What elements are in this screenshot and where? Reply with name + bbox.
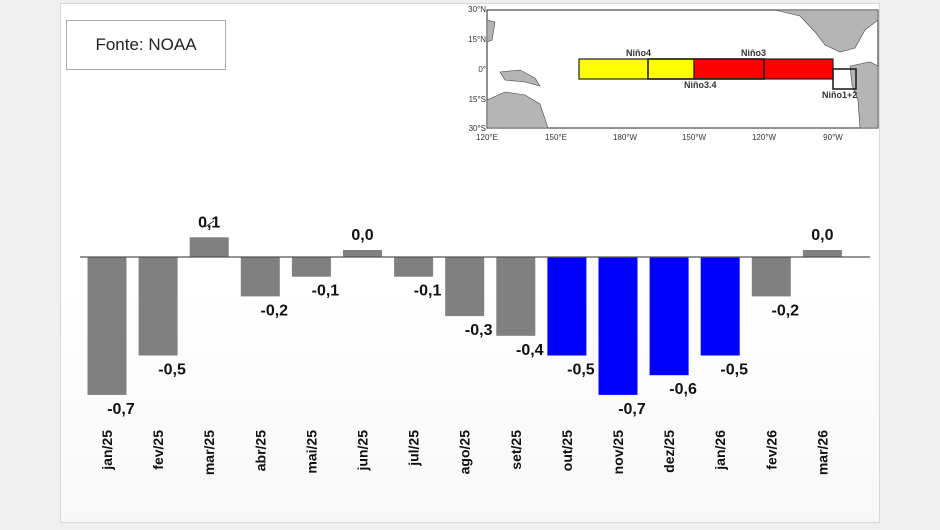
bar: [802, 250, 842, 257]
svg-text:90°W: 90°W: [823, 133, 843, 142]
bar: [547, 257, 587, 356]
nino-boxes: [578, 58, 857, 90]
bar: [700, 257, 740, 356]
value-label: -0,4: [516, 342, 544, 359]
nino34-box: [647, 58, 765, 80]
region-label: Niño3: [741, 48, 766, 58]
nino12-box: [832, 68, 857, 90]
category-label: dez/25: [661, 430, 677, 473]
svg-text:30°N: 30°N: [468, 5, 486, 14]
svg-text:120°W: 120°W: [752, 133, 777, 142]
bar: [291, 257, 331, 277]
category-label: mar/26: [814, 430, 830, 475]
bar: [649, 257, 689, 376]
region-label: Niño3.4: [684, 80, 717, 90]
category-label: fev/26: [763, 430, 779, 470]
bar: [751, 257, 791, 297]
lon-labels: 120°E 150°E 180°W 150°W 120°W 90°W: [476, 133, 843, 142]
value-label: 0,1: [198, 214, 220, 231]
svg-text:150°E: 150°E: [545, 133, 567, 142]
bar: [189, 237, 229, 257]
value-label: -0,5: [158, 362, 186, 379]
region-label: Niño4: [626, 48, 651, 58]
bar: [445, 257, 485, 317]
value-label: 0,0: [351, 227, 373, 244]
bar: [138, 257, 178, 356]
svg-text:15°N: 15°N: [468, 35, 486, 44]
svg-text:120°E: 120°E: [476, 133, 498, 142]
bar: [87, 257, 127, 395]
svg-text:15°S: 15°S: [469, 95, 486, 104]
value-label: -0,1: [414, 283, 442, 300]
category-label: jun/25: [355, 430, 371, 472]
value-label: -0,1: [312, 283, 340, 300]
value-label: -0,5: [720, 362, 748, 379]
value-label: -0,3: [465, 322, 493, 339]
land-masses: [486, 9, 879, 129]
label-leader-line: [204, 220, 215, 228]
category-label: mar/25: [201, 430, 217, 475]
bar: [343, 250, 382, 257]
lat-labels: 30°N 15°N 0° 15°S 30°S: [468, 5, 486, 133]
category-label: jan/25: [99, 430, 115, 471]
bar: [598, 257, 638, 395]
value-label: -0,2: [772, 302, 800, 319]
category-label: nov/25: [610, 430, 626, 475]
value-label: -0,5: [567, 362, 595, 379]
bar: [394, 257, 434, 277]
value-label: -0,7: [618, 401, 646, 418]
category-label: fev/25: [150, 430, 166, 470]
category-label: set/25: [508, 430, 524, 470]
category-label: jan/26: [712, 430, 728, 471]
source-label: Fonte: NOAA: [66, 20, 226, 70]
region-label: Niño1+2: [822, 90, 857, 100]
value-label: -0,7: [107, 401, 135, 418]
svg-text:150°W: 150°W: [682, 133, 707, 142]
value-label: -0,6: [669, 381, 697, 398]
svg-text:0°: 0°: [478, 65, 486, 74]
category-label: mai/25: [303, 430, 319, 474]
value-label: -0,2: [261, 302, 289, 319]
category-label: out/25: [559, 430, 575, 471]
region-labels: Niño4 Niño3.4 Niño3 Niño1+2: [626, 48, 857, 100]
svg-text:180°W: 180°W: [613, 133, 638, 142]
category-label: abr/25: [252, 430, 268, 471]
nino-regions-map: Niño4 Niño3.4 Niño3 Niño1+2 30°N 15°N 0°…: [468, 5, 879, 142]
bar: [496, 257, 536, 336]
category-label: jul/25: [406, 430, 422, 467]
category-label: ago/25: [457, 430, 473, 475]
value-label: 0,0: [811, 227, 833, 244]
svg-text:30°S: 30°S: [469, 124, 486, 133]
bar: [240, 257, 280, 297]
